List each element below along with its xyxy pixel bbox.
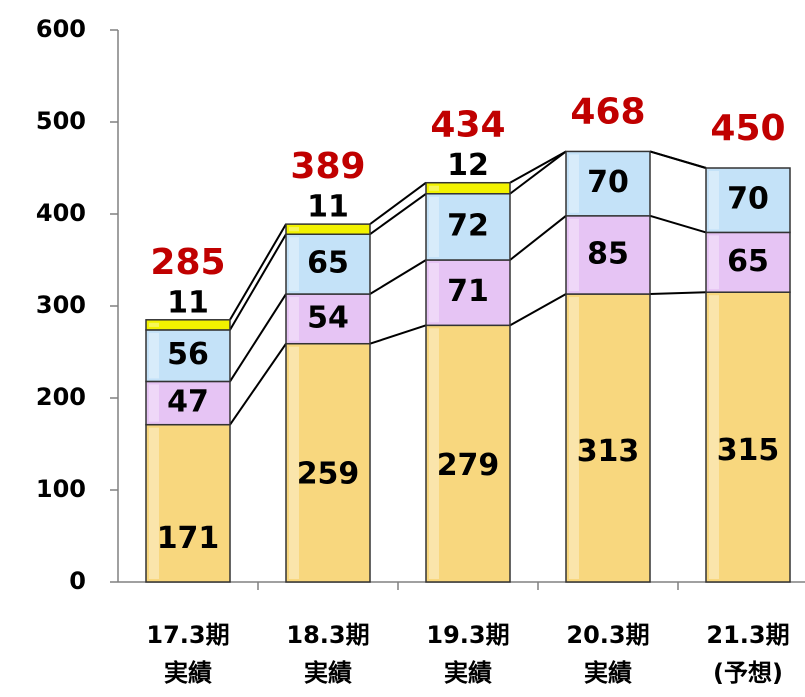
- bar-highlight: [429, 263, 439, 323]
- data-label: 56: [167, 337, 209, 372]
- bar-highlight: [429, 196, 439, 257]
- bar-segment: [705, 231, 791, 293]
- bar-segment: [425, 259, 511, 327]
- x-tick-label: (予想): [713, 659, 783, 687]
- bar-segment: [425, 193, 511, 261]
- bar-highlight: [709, 171, 719, 230]
- bar-segment: [705, 167, 791, 234]
- total-label: 450: [710, 108, 785, 149]
- bar-highlight: [149, 322, 159, 327]
- bar-highlight: [429, 328, 439, 579]
- bar-highlight: [569, 154, 579, 213]
- bar-segment: [425, 324, 511, 583]
- bar-segment: [425, 181, 511, 195]
- data-label: 171: [157, 521, 220, 556]
- y-tick-label: 500: [36, 107, 86, 135]
- bar-segment: [285, 293, 371, 345]
- connector: [369, 192, 427, 236]
- y-tick-label: 100: [36, 475, 86, 503]
- bar-segment: [565, 293, 651, 583]
- connector: [229, 293, 287, 382]
- x-tick-label: 18.3期: [286, 621, 369, 649]
- y-tick-label: 0: [69, 567, 86, 595]
- bar-segment: [285, 233, 371, 295]
- bar-highlight: [149, 427, 159, 579]
- data-label: 70: [587, 165, 629, 200]
- y-tick-label: 600: [36, 15, 86, 43]
- x-tick-label: 19.3期: [426, 621, 509, 649]
- bar-highlight: [569, 218, 579, 292]
- x-tick-label: 20.3期: [566, 621, 649, 649]
- data-label: 65: [727, 244, 769, 279]
- data-label: 85: [587, 236, 629, 271]
- bar-segment: [145, 329, 231, 383]
- x-tick-label: 実績: [304, 659, 352, 687]
- connector: [649, 150, 707, 169]
- bar-highlight: [289, 237, 299, 292]
- data-label: 11: [167, 285, 209, 320]
- bar-highlight: [149, 332, 159, 379]
- bar-segment: [285, 342, 371, 583]
- connector: [229, 343, 287, 426]
- x-tick-label: 実績: [164, 659, 212, 687]
- data-label: 313: [577, 434, 640, 469]
- data-label: 279: [437, 448, 500, 483]
- data-label: 11: [307, 190, 349, 225]
- connector: [509, 215, 567, 261]
- connector: [369, 181, 427, 225]
- total-label: 285: [150, 242, 225, 283]
- connector: [649, 291, 707, 296]
- bar-highlight: [709, 235, 719, 290]
- x-tick-label: 実績: [444, 659, 492, 687]
- bar-highlight: [429, 185, 439, 191]
- connector: [509, 293, 567, 327]
- connector: [369, 259, 427, 295]
- data-label: 65: [307, 246, 349, 281]
- connector: [509, 150, 567, 195]
- connector: [229, 223, 287, 321]
- bar-highlight: [149, 384, 159, 422]
- connector: [229, 233, 287, 331]
- y-tick-label: 200: [36, 383, 86, 411]
- connector: [649, 214, 707, 234]
- bar-segment: [145, 319, 231, 331]
- connector: [509, 150, 567, 184]
- bar-highlight: [569, 297, 579, 579]
- bar-segment: [285, 223, 371, 235]
- data-label: 70: [727, 182, 769, 217]
- bar-segment: [565, 150, 651, 217]
- x-tick-label: 21.3期: [706, 621, 789, 649]
- connector: [369, 324, 427, 345]
- total-label: 434: [430, 105, 505, 146]
- y-tick-label: 300: [36, 291, 86, 319]
- data-label: 12: [447, 148, 489, 183]
- bar-segment: [705, 291, 791, 583]
- total-label: 468: [570, 91, 645, 132]
- data-label: 259: [297, 456, 360, 491]
- data-label: 71: [447, 274, 489, 309]
- bar-segment: [565, 215, 651, 295]
- data-label: 47: [167, 385, 209, 420]
- bar-highlight: [289, 227, 299, 232]
- x-tick-label: 17.3期: [146, 621, 229, 649]
- bar-highlight: [289, 297, 299, 341]
- total-label: 389: [290, 146, 365, 187]
- bar-segment: [145, 423, 231, 583]
- bar-highlight: [709, 295, 719, 579]
- data-label: 315: [717, 433, 780, 468]
- bar-highlight: [289, 346, 299, 579]
- x-tick-label: 実績: [584, 659, 632, 687]
- y-tick-label: 400: [36, 199, 86, 227]
- data-label: 54: [307, 300, 349, 335]
- data-label: 72: [447, 208, 489, 243]
